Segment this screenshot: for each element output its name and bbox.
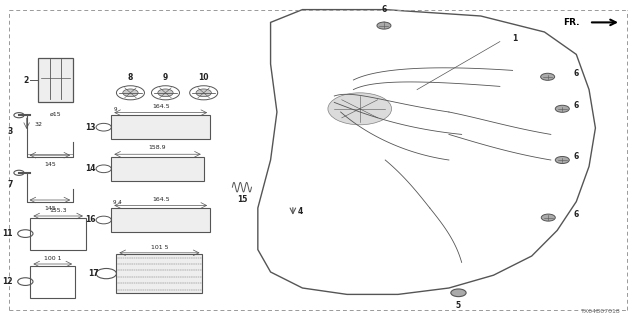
Bar [31,266,75,298]
Circle shape [451,289,466,297]
Text: 6: 6 [573,101,579,110]
Circle shape [377,22,391,29]
Text: 158.9: 158.9 [148,145,166,150]
Text: 9 4: 9 4 [113,200,122,205]
Text: ø15: ø15 [50,112,61,117]
Text: FR.: FR. [563,18,579,27]
Text: 15: 15 [237,195,247,204]
Text: 10: 10 [198,73,209,82]
Text: 145: 145 [44,162,56,167]
Text: 164.5: 164.5 [152,196,170,202]
Bar [111,208,210,232]
Text: 6: 6 [573,69,579,78]
Circle shape [196,89,211,97]
Text: 16: 16 [86,215,96,225]
Text: 13: 13 [86,123,96,132]
Text: 4: 4 [298,207,303,216]
Text: 6: 6 [381,5,387,14]
Text: 17: 17 [88,269,99,278]
Text: 9: 9 [113,107,116,112]
Circle shape [541,73,555,80]
Circle shape [158,89,173,97]
Text: 164.5: 164.5 [152,104,170,109]
Circle shape [556,105,570,112]
Text: 5: 5 [456,301,461,310]
Text: 9: 9 [163,73,168,82]
Bar [111,157,204,181]
Text: 7: 7 [7,180,13,189]
Text: 6: 6 [573,152,579,161]
Circle shape [328,93,392,125]
Text: 145: 145 [44,206,56,212]
Text: 155.3: 155.3 [49,208,67,213]
Text: 8: 8 [128,73,133,82]
Text: 1: 1 [513,34,518,43]
Text: 101 5: 101 5 [150,244,168,250]
Text: 3: 3 [8,127,13,136]
Text: 2: 2 [23,76,29,84]
Text: 14: 14 [86,164,96,173]
Bar [31,218,86,250]
Text: 100 1: 100 1 [44,256,61,261]
Text: 32: 32 [35,122,43,127]
Circle shape [556,156,570,164]
Text: 6: 6 [573,210,579,219]
Text: TX64B07018: TX64B07018 [581,308,621,314]
Circle shape [123,89,138,97]
Bar [38,58,73,102]
Bar [111,115,210,139]
Circle shape [541,214,556,221]
Text: 11: 11 [2,229,13,238]
Text: 12: 12 [2,277,13,286]
Bar [116,254,202,293]
